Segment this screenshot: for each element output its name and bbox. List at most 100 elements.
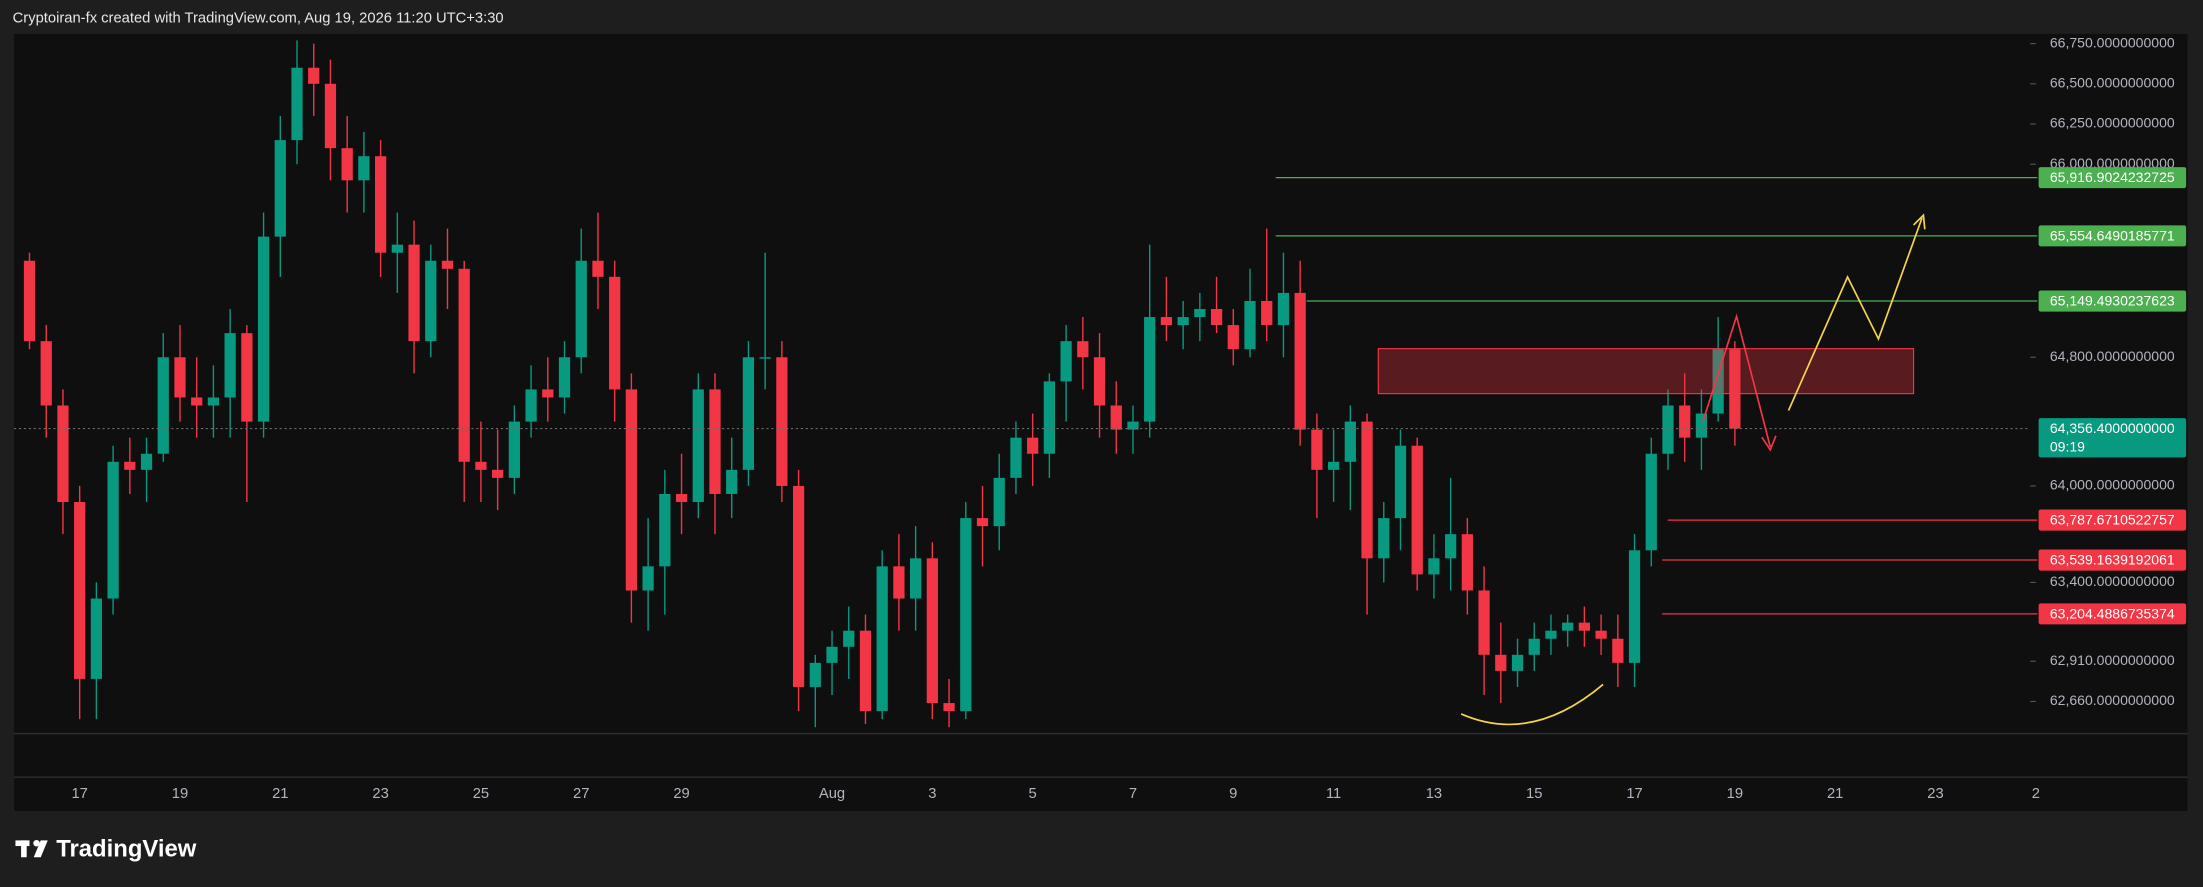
candle-body — [1511, 654, 1524, 671]
candle-body — [1144, 317, 1156, 422]
footer-brand: TradingView — [56, 836, 197, 863]
candle-body — [1194, 308, 1206, 318]
level-badge — [2038, 603, 2187, 625]
x-tick-label: 2 — [2032, 786, 2040, 802]
y-tick-label: 62,660.0000000000 — [2050, 692, 2175, 708]
x-tick-label: 3 — [928, 786, 936, 802]
level-badge — [2038, 167, 2187, 189]
candle-body — [475, 461, 487, 470]
x-tick-label: 23 — [372, 786, 388, 802]
candle-body — [124, 461, 136, 470]
logo-mark — [33, 840, 48, 858]
x-tick-label: Aug — [819, 786, 845, 802]
x-tick-label: 17 — [71, 786, 87, 802]
level-label: 63,539.1639192061 — [2050, 551, 2175, 567]
candle-body — [425, 260, 437, 342]
x-tick-label: 5 — [1029, 786, 1037, 802]
current-price-badge — [2038, 418, 2187, 458]
header-text: Cryptoiran-fx created with TradingView.c… — [13, 10, 504, 26]
candle-body — [1043, 381, 1055, 454]
x-tick-label: 19 — [1727, 786, 1743, 802]
candle-body — [1361, 421, 1373, 559]
candle-body — [1227, 325, 1239, 350]
candle-body — [1177, 317, 1189, 326]
candle-body — [960, 518, 972, 712]
candle-body — [1595, 630, 1607, 639]
candle-body — [726, 469, 738, 494]
y-tick-label: 66,750.0000000000 — [2050, 34, 2175, 50]
candle-body — [1545, 630, 1557, 639]
candle-body — [1244, 300, 1256, 350]
candle-body — [1695, 413, 1708, 438]
candle-body — [1679, 405, 1691, 438]
candle-body — [1612, 638, 1624, 663]
bearish-path — [1702, 313, 1772, 448]
y-tick-label: 66,000.0000000000 — [2050, 155, 2175, 171]
candle-body — [1027, 437, 1039, 454]
x-tick-label: 21 — [272, 786, 288, 802]
x-tick-label: 25 — [473, 786, 489, 802]
candle-body — [525, 389, 537, 422]
candle-body — [1628, 550, 1641, 663]
logo-mark — [33, 839, 40, 847]
candle-body — [542, 389, 554, 398]
y-tick-label: 62,910.0000000000 — [2050, 652, 2175, 668]
y-tick-label: 66,500.0000000000 — [2050, 75, 2175, 91]
rounded-bottom — [1460, 683, 1604, 726]
candle-body — [140, 453, 153, 470]
candle-body — [1127, 421, 1139, 430]
candle-body — [324, 83, 337, 149]
candle-body — [1495, 654, 1507, 671]
candle-body — [976, 518, 989, 527]
candle-body — [1461, 534, 1473, 591]
candle-body — [609, 276, 621, 390]
x-tick-label: 17 — [1626, 786, 1642, 802]
plot — [14, 40, 2038, 728]
x-tick-label: 23 — [1927, 786, 1943, 802]
candle-body — [809, 662, 821, 687]
level-label: 65,149.4930237623 — [2050, 292, 2175, 308]
candle-body — [709, 389, 721, 494]
footer-logo: TradingView — [15, 836, 197, 863]
candle-body — [893, 566, 905, 599]
bullish-path — [1787, 217, 1923, 411]
candle-body — [843, 630, 855, 647]
x-tick-label: 19 — [172, 786, 188, 802]
level-label: 63,787.6710522757 — [2050, 511, 2175, 527]
candle-body — [291, 67, 303, 141]
candle-body — [358, 156, 370, 181]
candle-body — [876, 566, 888, 712]
candle-body — [1712, 349, 1724, 414]
x-tick-label: 15 — [1526, 786, 1542, 802]
candle-body — [659, 493, 671, 567]
level-label: 63,204.4886735374 — [2050, 605, 2175, 621]
candle-body — [592, 260, 604, 277]
candle-body — [1261, 300, 1273, 326]
candle-body — [1093, 357, 1106, 406]
candle-body — [191, 397, 203, 406]
level-badge — [2038, 549, 2187, 571]
price-axis: 66,750.0000000000 66,500.0000000000 66,250… — [2030, 34, 2187, 708]
candle-body — [441, 260, 454, 269]
candle-body — [926, 558, 938, 704]
candle-body — [1277, 292, 1290, 326]
candle-body — [1394, 445, 1407, 519]
candle-body — [1344, 421, 1356, 462]
y-tick-label: 64,800.0000000000 — [2050, 348, 2175, 364]
candle-body — [675, 493, 688, 503]
candle-body — [943, 703, 955, 712]
candle-body — [40, 341, 52, 406]
candle-body — [1445, 534, 1457, 559]
candle-body — [74, 502, 86, 679]
candle-body — [1160, 317, 1173, 326]
plot-background — [14, 33, 2188, 811]
x-tick-label: 21 — [1827, 786, 1843, 802]
candle-body — [742, 357, 755, 470]
candle-body — [826, 646, 838, 663]
candle-body — [642, 566, 654, 591]
candle-body — [910, 558, 922, 599]
x-tick-label: 9 — [1229, 786, 1237, 802]
candle-body — [241, 333, 253, 422]
candle-body — [1729, 349, 1741, 429]
